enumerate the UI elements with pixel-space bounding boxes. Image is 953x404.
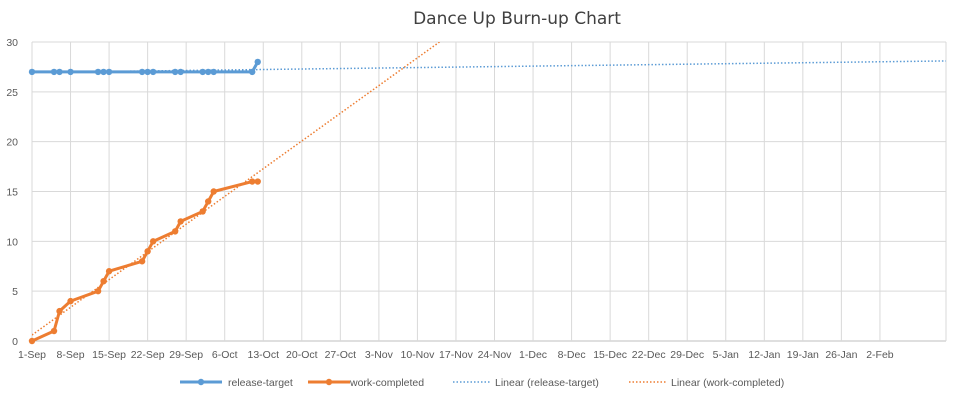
- x-tick-label: 15-Dec: [593, 349, 627, 361]
- legend-label-3: Linear (work-completed): [671, 377, 784, 389]
- data-point-work-completed: [50, 327, 58, 335]
- data-point-work-completed: [177, 218, 184, 225]
- x-tick-label: 24-Nov: [478, 349, 513, 361]
- x-tick-label: 3-Nov: [365, 349, 394, 361]
- legend-marker-0: [197, 378, 205, 386]
- x-tick-label: 19-Jan: [787, 349, 819, 361]
- data-point-work-completed: [210, 188, 217, 195]
- x-tick-label: 17-Nov: [439, 349, 474, 361]
- data-point-release-target: [28, 68, 36, 76]
- data-point-release-target: [177, 68, 184, 76]
- data-point-work-completed: [204, 198, 212, 205]
- data-point-work-completed: [67, 297, 74, 305]
- legend-marker-1: [325, 378, 333, 386]
- x-tick-label: 22-Sep: [131, 349, 165, 361]
- y-tick-label: 30: [6, 37, 18, 49]
- data-point-work-completed: [254, 178, 261, 185]
- data-point-work-completed: [100, 278, 107, 285]
- x-tick-label: 1-Sep: [18, 349, 46, 361]
- x-tick-label: 8-Sep: [57, 349, 85, 361]
- data-point-release-target: [138, 68, 146, 76]
- data-point-work-completed: [28, 337, 36, 345]
- x-tick-label: 22-Dec: [632, 349, 666, 361]
- x-tick-label: 2-Feb: [866, 349, 894, 361]
- y-tick-label: 20: [6, 137, 18, 149]
- data-point-release-target: [67, 68, 74, 76]
- data-point-release-target: [50, 68, 58, 76]
- data-point-release-target: [254, 58, 261, 66]
- data-point-work-completed: [138, 258, 146, 265]
- data-point-work-completed: [171, 228, 179, 235]
- legend-label-2: Linear (release-target): [495, 377, 599, 389]
- x-tick-label: 15-Sep: [92, 349, 126, 361]
- x-tick-label: 29-Dec: [670, 349, 704, 361]
- data-point-release-target: [210, 68, 217, 76]
- data-point-work-completed: [56, 307, 63, 315]
- y-tick-label: 0: [12, 336, 18, 348]
- y-tick-label: 5: [12, 286, 18, 298]
- x-tick-label: 1-Dec: [519, 349, 547, 361]
- x-tick-label: 13-Oct: [247, 349, 279, 361]
- y-tick-label: 15: [6, 187, 18, 199]
- x-tick-label: 29-Sep: [169, 349, 203, 361]
- data-point-release-target: [94, 68, 102, 76]
- y-tick-label: 10: [6, 236, 18, 248]
- data-point-release-target: [100, 68, 107, 76]
- data-point-release-target: [105, 68, 113, 76]
- legend-label-0: release-target: [228, 377, 293, 389]
- x-tick-label: 27-Oct: [325, 349, 357, 361]
- data-point-release-target: [56, 68, 63, 76]
- data-point-work-completed: [105, 268, 113, 275]
- data-point-work-completed: [149, 238, 157, 245]
- x-tick-label: 20-Oct: [286, 349, 318, 361]
- chart-title: Dance Up Burn-up Chart: [413, 9, 621, 29]
- data-point-release-target: [149, 68, 157, 76]
- data-point-release-target: [144, 68, 151, 76]
- data-point-work-completed: [94, 287, 102, 295]
- data-point-release-target: [171, 68, 179, 76]
- x-tick-label: 5-Jan: [713, 349, 739, 361]
- x-tick-label: 26-Jan: [825, 349, 857, 361]
- x-tick-label: 6-Oct: [212, 349, 238, 361]
- data-point-release-target: [204, 68, 212, 76]
- x-tick-label: 10-Nov: [400, 349, 435, 361]
- data-point-work-completed: [249, 178, 256, 185]
- x-tick-label: 12-Jan: [748, 349, 780, 361]
- data-point-work-completed: [144, 248, 151, 255]
- y-tick-label: 25: [6, 87, 18, 99]
- legend-label-1: work-completed: [349, 377, 424, 389]
- data-point-release-target: [199, 68, 206, 76]
- x-tick-label: 8-Dec: [558, 349, 586, 361]
- data-point-work-completed: [199, 208, 206, 215]
- data-point-release-target: [249, 68, 256, 76]
